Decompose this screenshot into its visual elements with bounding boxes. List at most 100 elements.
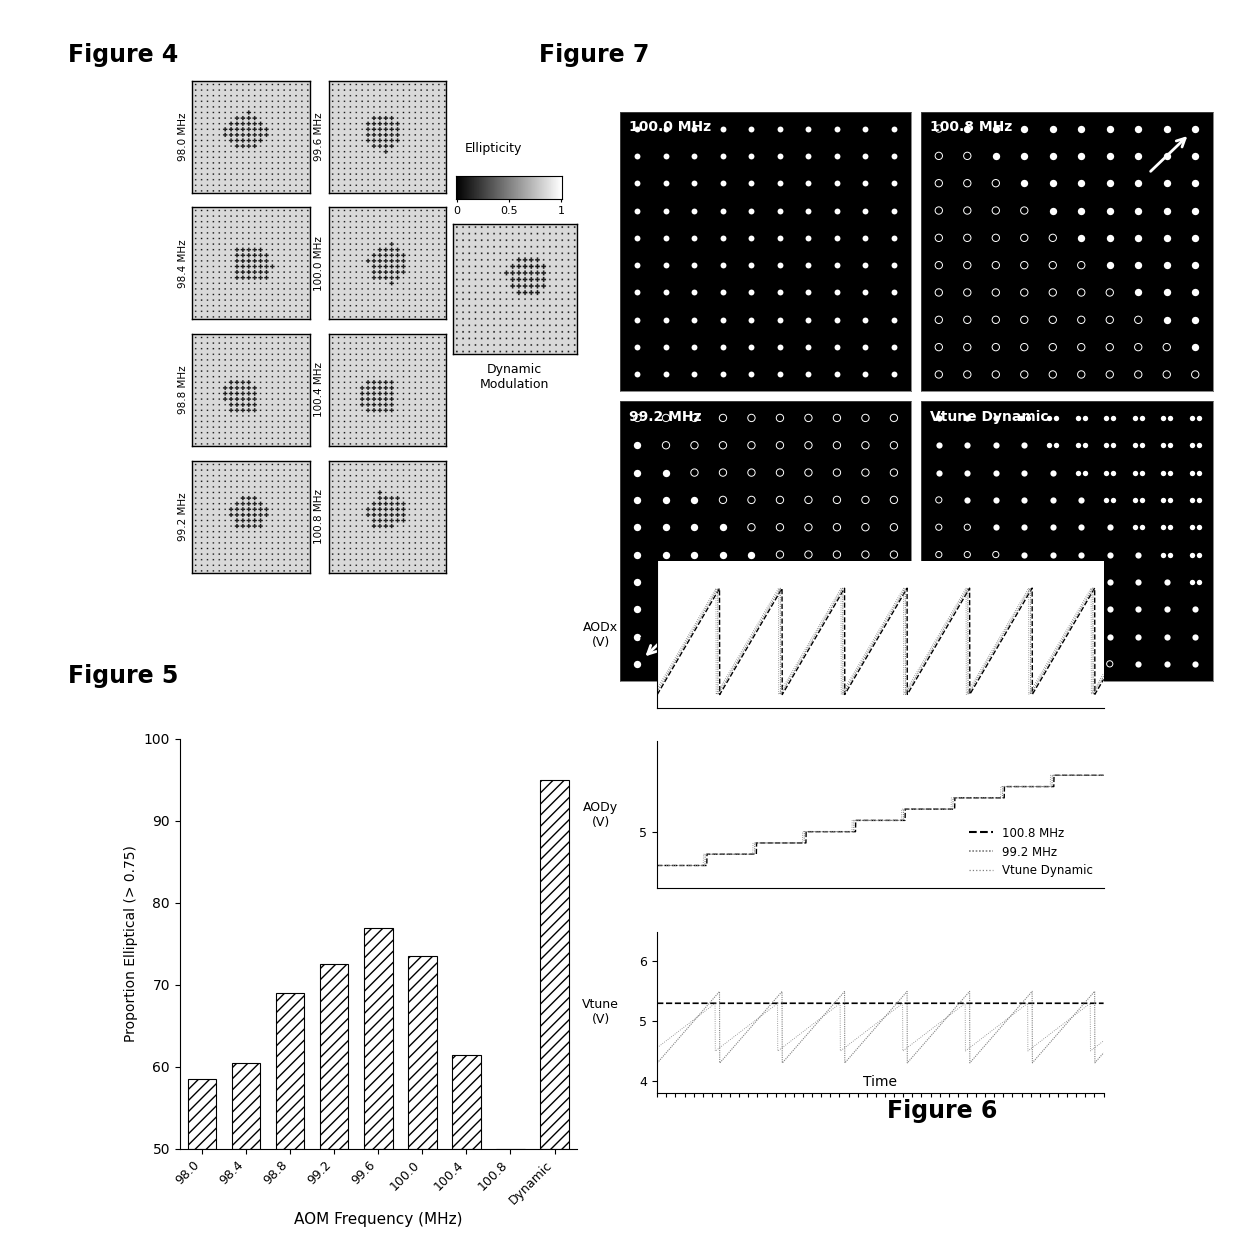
Point [1011, 407, 1030, 427]
Point [627, 653, 647, 673]
Point [770, 145, 790, 165]
Point [986, 365, 1006, 385]
Point [1128, 173, 1148, 193]
Point [1100, 517, 1120, 537]
Point [656, 309, 676, 329]
Point [713, 626, 733, 646]
Point [799, 653, 818, 673]
Point [1128, 626, 1148, 646]
Point [1071, 173, 1091, 193]
Point [929, 517, 949, 537]
Point [856, 255, 875, 274]
Point [1157, 200, 1177, 221]
Point [827, 600, 847, 620]
Point [656, 337, 676, 358]
Text: Figure 7: Figure 7 [539, 43, 650, 67]
Point [742, 119, 761, 139]
Point [1014, 283, 1034, 303]
Point [1096, 435, 1116, 455]
Point [770, 544, 790, 564]
Point [957, 407, 977, 427]
Point [986, 337, 1006, 358]
Point [627, 626, 647, 646]
Text: 99.2 MHz: 99.2 MHz [629, 410, 702, 424]
Point [770, 600, 790, 620]
Point [770, 227, 790, 247]
Point [627, 200, 647, 221]
Point [1071, 653, 1091, 673]
Bar [320, 964, 348, 1149]
Point [656, 462, 676, 482]
Point [929, 119, 949, 139]
Point [770, 435, 790, 455]
Point [957, 200, 977, 221]
Point [929, 255, 949, 274]
Point [713, 145, 733, 165]
Point [856, 337, 875, 358]
Point [957, 462, 977, 482]
Point [827, 337, 847, 358]
Point [713, 365, 733, 385]
Point [799, 462, 818, 482]
Point [1153, 407, 1173, 427]
Point [1014, 227, 1034, 247]
Point [1132, 489, 1152, 509]
Point [827, 544, 847, 564]
Point [957, 517, 977, 537]
Point [929, 227, 949, 247]
Point [884, 626, 904, 646]
Point [1068, 407, 1087, 427]
Point [742, 571, 761, 591]
Point [1043, 653, 1063, 673]
Point [1189, 489, 1209, 509]
Point [1018, 407, 1038, 427]
Point [929, 653, 949, 673]
Point [1104, 489, 1123, 509]
Point [1128, 600, 1148, 620]
Point [986, 255, 1006, 274]
Point [827, 626, 847, 646]
Point [1157, 255, 1177, 274]
Point [713, 653, 733, 673]
Point [713, 227, 733, 247]
Point [1185, 653, 1205, 673]
Point [1100, 255, 1120, 274]
Point [799, 119, 818, 139]
Y-axis label: AODy
(V): AODy (V) [583, 801, 619, 828]
Point [1014, 145, 1034, 165]
Point [1189, 407, 1209, 427]
Point [1157, 145, 1177, 165]
Point [986, 571, 1006, 591]
Point [827, 571, 847, 591]
Point [1189, 517, 1209, 537]
Point [1100, 653, 1120, 673]
Point [742, 145, 761, 165]
Point [684, 407, 704, 427]
Point [884, 653, 904, 673]
Point [1071, 571, 1091, 591]
Point [799, 626, 818, 646]
Point [713, 489, 733, 509]
Point [799, 255, 818, 274]
Point [684, 200, 704, 221]
Point [656, 227, 676, 247]
Point [1071, 200, 1091, 221]
Point [929, 626, 949, 646]
Point [884, 517, 904, 537]
Point [957, 544, 977, 564]
Point [627, 255, 647, 274]
Point [770, 283, 790, 303]
Point [1185, 200, 1205, 221]
Point [742, 255, 761, 274]
Point [627, 145, 647, 165]
Point [929, 600, 949, 620]
Point [770, 173, 790, 193]
Point [742, 489, 761, 509]
Point [713, 517, 733, 537]
Point [1100, 227, 1120, 247]
Point [627, 462, 647, 482]
Point [1161, 435, 1180, 455]
Point [929, 173, 949, 193]
Point [856, 407, 875, 427]
Point [684, 571, 704, 591]
